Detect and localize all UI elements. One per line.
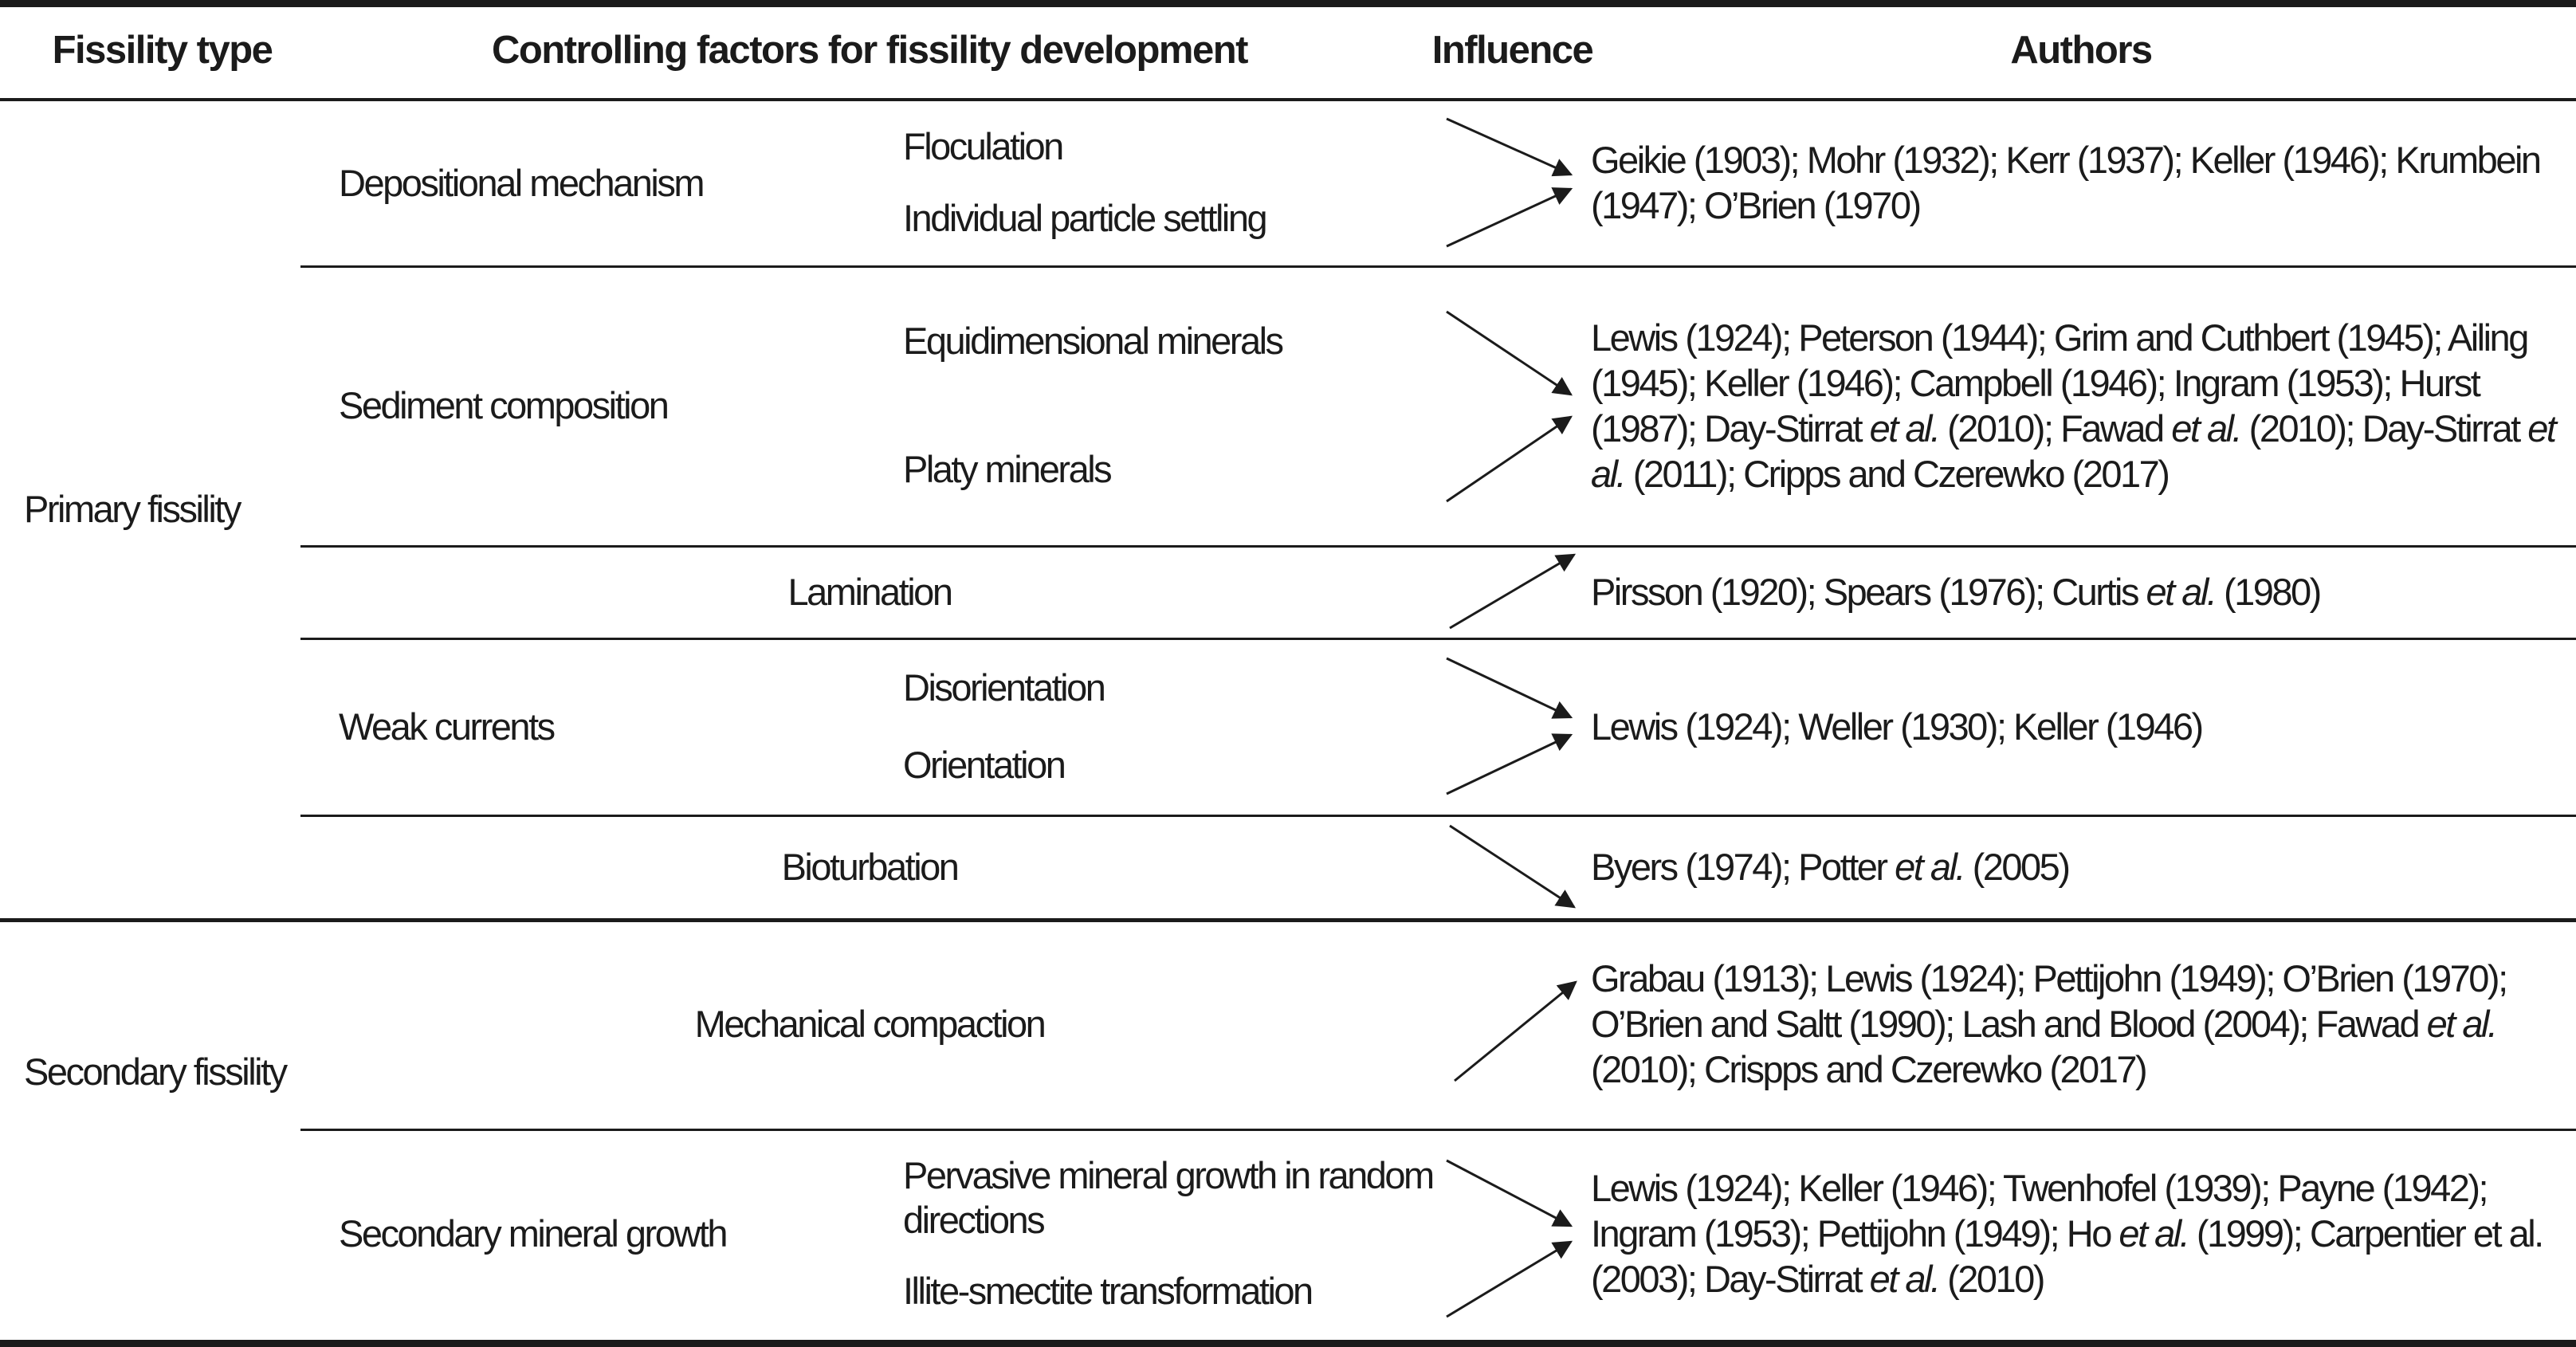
- factor-stack: Floculation Individual particle settling: [897, 100, 1439, 265]
- author-segment: Lewis (1924); Weller (1930); Keller (194…: [1591, 705, 2204, 748]
- factor-item: Floculation: [903, 125, 1064, 167]
- group-label-secondary-mineral-growth: Secondary mineral growth: [339, 1212, 728, 1255]
- arrow-converge-icon: [1446, 310, 1573, 503]
- influence-arrows: [1439, 1129, 1586, 1337]
- header-controlling-factors: Controlling factors for fissility develo…: [491, 28, 1249, 72]
- factor-stack: Pervasive mineral growth in random direc…: [897, 1129, 1439, 1337]
- rule-bottom: [0, 1340, 2576, 1347]
- authors-cell: Lewis (1924); Keller (1946); Twenhofel (…: [1586, 1129, 2576, 1337]
- influence-arrows: [1439, 100, 1586, 265]
- header-fissility-type: Fissility type: [52, 28, 273, 72]
- rule-section-divider: [0, 918, 2576, 922]
- arrow-up-right-icon: [1449, 553, 1577, 630]
- arrow-converge-icon: [1446, 117, 1573, 248]
- author-list: Lewis (1924); Peterson (1944); Grim and …: [1591, 315, 2566, 497]
- factor-item: Orientation: [903, 743, 1066, 786]
- section-label-text: Secondary fissility: [24, 1051, 288, 1093]
- author-list: Grabau (1913); Lewis (1924); Pettijohn (…: [1591, 956, 2566, 1092]
- author-segment: (1980): [2215, 570, 2322, 613]
- rule-row-lamination: [300, 638, 2576, 640]
- arrow-down-right-icon: [1449, 824, 1577, 909]
- author-list: Pirsson (1920); Spears (1976); Curtis et…: [1591, 569, 2322, 615]
- author-segment: Byers (1974); Potter: [1591, 845, 1895, 888]
- rule-row-depositional: [300, 265, 2576, 268]
- author-segment: (2010); Crispps and Czerewko (2017): [1591, 1047, 2148, 1090]
- section-label-text: Primary fissility: [24, 487, 242, 530]
- author-segment: Geikie (1903); Mohr (1932); Kerr (1937);…: [1591, 139, 2542, 226]
- rule-header: [0, 98, 2576, 101]
- author-segment: Grabau (1913); Lewis (1924); Pettijohn (…: [1591, 956, 2508, 1045]
- group-label-weak-currents: Weak currents: [339, 705, 556, 748]
- author-segment: (2011); Cripps and Czerewko (2017): [1624, 452, 2170, 495]
- authors-cell: Geikie (1903); Mohr (1932); Kerr (1937);…: [1586, 100, 2576, 265]
- rule-row-weak-currents: [300, 815, 2576, 817]
- arrow-converge-icon: [1446, 1159, 1573, 1318]
- header-authors: Authors: [2010, 28, 2153, 72]
- arrow-converge-icon: [1446, 657, 1573, 795]
- author-segment: (2010): [1938, 1257, 2045, 1300]
- factor-item: Pervasive mineral growth in random direc…: [903, 1153, 1435, 1241]
- author-segment: et al.: [2426, 1002, 2498, 1045]
- group-label-sediment-composition: Sediment composition: [339, 384, 670, 426]
- author-list: Geikie (1903); Mohr (1932); Kerr (1937);…: [1591, 137, 2566, 228]
- authors-cell: Grabau (1913); Lewis (1924); Pettijohn (…: [1586, 918, 2576, 1129]
- section-label-secondary: Secondary fissility: [0, 918, 300, 1337]
- author-segment: (2010); Fawad: [1938, 406, 2172, 450]
- authors-cell: Lewis (1924); Peterson (1944); Grim and …: [1586, 265, 2576, 545]
- author-list: Lewis (1924); Keller (1946); Twenhofel (…: [1591, 1165, 2566, 1302]
- author-segment: et al.: [2146, 570, 2217, 613]
- factor-item: Platy minerals: [903, 448, 1113, 491]
- author-list: Lewis (1924); Weller (1930); Keller (194…: [1591, 704, 2204, 749]
- author-segment: et al.: [1869, 406, 1941, 450]
- factor-item: Equidimensional minerals: [903, 319, 1284, 362]
- rule-top: [0, 0, 2576, 7]
- author-list: Byers (1974); Potter et al. (2005): [1591, 844, 2071, 889]
- section-label-primary: Primary fissility: [0, 100, 300, 918]
- influence-arrows: [1439, 638, 1586, 815]
- factor-item: Disorientation: [903, 666, 1106, 709]
- author-segment: Lewis (1924); Peterson (1944); Grim and …: [1591, 316, 2529, 450]
- authors-cell: Lewis (1924); Weller (1930); Keller (194…: [1586, 638, 2576, 815]
- influence-arrows: [1439, 545, 1586, 638]
- authors-cell: Pirsson (1920); Spears (1976); Curtis et…: [1586, 545, 2576, 638]
- rule-row-sediment: [300, 545, 2576, 548]
- authors-cell: Byers (1974); Potter et al. (2005): [1586, 815, 2576, 918]
- author-segment: et al.: [1591, 406, 2557, 495]
- factor-item: Individual particle settling: [903, 197, 1268, 239]
- author-segment: et al.: [1869, 1257, 1941, 1300]
- single-factor-lamination: Lamination: [787, 570, 953, 613]
- author-segment: (2005): [1964, 845, 2071, 888]
- influence-arrows: [1439, 265, 1586, 545]
- header-influence: Influence: [1431, 28, 1594, 72]
- factor-stack: Disorientation Orientation: [897, 638, 1439, 815]
- author-segment: et al.: [2119, 1212, 2189, 1255]
- factor-item: Illite-smectite transformation: [903, 1269, 1314, 1312]
- group-label-depositional-mechanism: Depositional mechanism: [339, 161, 705, 204]
- single-factor-mechanical-compaction: Mechanical compaction: [694, 1002, 1046, 1045]
- influence-arrows: [1439, 918, 1586, 1129]
- author-segment: Lewis (1924); Keller (1946); Twenhofel (…: [1591, 1166, 2489, 1255]
- factor-stack: Equidimensional minerals Platy minerals: [897, 265, 1439, 545]
- author-segment: Pirsson (1920); Spears (1976); Curtis: [1591, 570, 2146, 613]
- rule-row-mechanical: [300, 1129, 2576, 1131]
- influence-arrows: [1439, 815, 1586, 918]
- single-factor-bioturbation: Bioturbation: [781, 845, 960, 888]
- author-segment: et al.: [1895, 845, 1965, 888]
- author-segment: et al.: [2171, 406, 2242, 450]
- author-segment: (1999); Carpentier et al. (2003); Day-St…: [1591, 1212, 2544, 1300]
- arrow-up-right-icon: [1454, 980, 1577, 1082]
- author-segment: (2010); Day-Stirrat: [2240, 406, 2528, 450]
